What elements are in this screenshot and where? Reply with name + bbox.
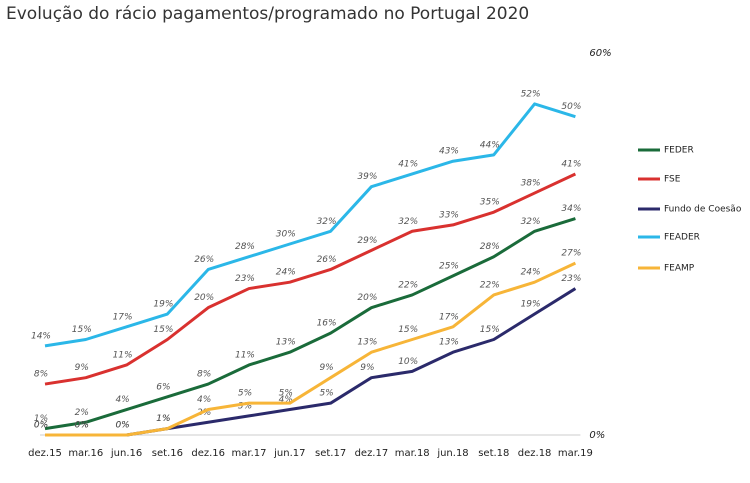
data-label: 17% [439, 312, 459, 322]
data-label: 32% [521, 217, 541, 227]
series-line [45, 261, 577, 437]
data-label: 0% [115, 421, 129, 431]
data-label: 9% [75, 363, 89, 373]
data-label: 14% [31, 331, 51, 341]
data-label: 5% [238, 389, 252, 399]
data-label: 32% [317, 217, 337, 227]
data-label: 41% [398, 159, 418, 169]
data-label: 28% [235, 242, 255, 252]
data-label: 32% [398, 217, 418, 227]
data-label: 1% [156, 414, 170, 424]
data-label: 0% [115, 421, 129, 431]
data-label: 5% [319, 389, 333, 399]
data-label: 4% [115, 395, 129, 405]
data-label: 44% [480, 140, 500, 150]
data-label: 30% [276, 230, 296, 240]
x-tick-label: dez.17 [355, 448, 389, 459]
data-label: 13% [357, 338, 377, 348]
data-label: 15% [398, 325, 418, 335]
data-label: 19% [521, 300, 541, 310]
data-label: 16% [317, 319, 337, 329]
x-tick-label: jun.18 [436, 448, 468, 459]
data-label: 13% [276, 338, 296, 348]
data-label: 0% [75, 421, 89, 431]
data-label: 15% [480, 325, 500, 335]
data-label: 35% [480, 198, 500, 208]
data-label: 23% [235, 274, 255, 284]
legend-label: FSE [664, 175, 681, 185]
y-tick-label: 60% [589, 48, 611, 59]
series-line [44, 217, 576, 431]
data-label: 23% [561, 274, 581, 284]
data-label: 3% [238, 401, 252, 411]
data-label: 1% [156, 414, 170, 424]
data-label: 9% [319, 363, 333, 373]
x-tick-label: set.17 [315, 448, 346, 459]
x-tick-label: mar.17 [232, 448, 267, 459]
series-line [44, 172, 577, 386]
data-label: 39% [357, 172, 377, 182]
x-tick-label: mar.18 [395, 448, 430, 459]
x-tick-label: set.18 [478, 448, 509, 459]
x-tick-label: dez.15 [28, 448, 62, 459]
data-label: 15% [72, 325, 92, 335]
chart-title: Evolução do rácio pagamentos/programado … [6, 4, 529, 24]
series-line [44, 102, 576, 348]
data-label: 6% [156, 382, 170, 392]
data-label: 8% [197, 370, 211, 380]
data-label: 11% [113, 350, 133, 360]
data-label: 29% [357, 236, 377, 246]
legend-label: FEADER [664, 233, 700, 243]
data-label: 15% [153, 325, 173, 335]
series-line [45, 287, 577, 437]
data-label: 17% [113, 312, 133, 322]
x-tick-label: set.16 [152, 448, 183, 459]
data-label: 20% [194, 293, 214, 303]
x-tick-label: mar.19 [558, 448, 593, 459]
y-tick-label: 0% [589, 430, 605, 441]
data-label: 27% [561, 249, 581, 259]
data-label: 38% [521, 179, 541, 189]
data-label: 1% [34, 414, 48, 424]
data-label: 25% [439, 261, 459, 271]
data-label: 34% [561, 204, 581, 214]
data-label: 52% [521, 89, 541, 99]
data-label: 4% [279, 395, 293, 405]
data-label: 8% [34, 370, 48, 380]
data-label: 4% [197, 395, 211, 405]
x-tick-label: mar.16 [68, 448, 103, 459]
data-label: 0% [34, 421, 48, 431]
x-tick-label: jun.17 [273, 448, 305, 459]
data-label: 0% [34, 421, 48, 431]
x-tick-label: dez.16 [191, 448, 225, 459]
data-label: 10% [398, 357, 418, 367]
legend-label: FEDER [664, 146, 694, 156]
data-label: 26% [317, 255, 337, 265]
data-label: 33% [439, 210, 459, 220]
data-label: 24% [276, 268, 296, 278]
data-label: 26% [194, 255, 214, 265]
data-label: 5% [279, 389, 293, 399]
data-label: 11% [235, 350, 255, 360]
data-label: 20% [357, 293, 377, 303]
x-tick-label: dez.18 [518, 448, 552, 459]
data-label: 2% [75, 408, 89, 418]
data-label: 22% [398, 280, 418, 290]
data-label: 19% [153, 300, 173, 310]
data-label: 41% [561, 159, 581, 169]
data-label: 13% [439, 338, 459, 348]
data-label: 28% [480, 242, 500, 252]
data-label: 0% [75, 421, 89, 431]
data-label: 50% [561, 102, 581, 112]
data-label: 43% [439, 147, 459, 157]
legend-label: Fundo de Coesão [664, 205, 742, 215]
data-label: 24% [521, 268, 541, 278]
x-tick-label: jun.16 [110, 448, 142, 459]
data-label: 22% [480, 280, 500, 290]
legend-label: FEAMP [664, 264, 695, 274]
data-label: 9% [360, 363, 374, 373]
